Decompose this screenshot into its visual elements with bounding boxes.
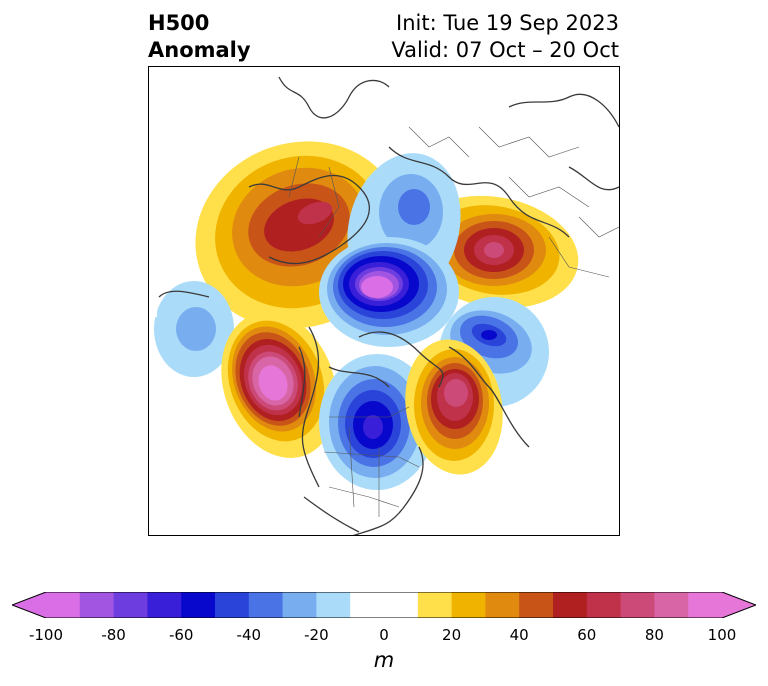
chart-title: H500 Anomaly <box>148 10 251 64</box>
colorbar-bin <box>316 592 351 618</box>
colorbar-bin <box>215 592 250 618</box>
colorbar-bins <box>46 592 723 618</box>
colorbar-bin <box>417 592 453 618</box>
colorbar-units: m <box>373 648 395 672</box>
anomaly-map <box>149 76 619 535</box>
colorbar-tick-label: 0 <box>379 626 389 644</box>
anomaly-nwpacific-negative <box>149 281 234 377</box>
colorbar-ticks: -100 -80 -60 -40 -20 0 20 40 60 80 100 <box>0 626 768 646</box>
colorbar-bin <box>79 592 115 618</box>
colorbar-bin <box>451 592 486 618</box>
forecast-info: Init: Tue 19 Sep 2023 Valid: 07 Oct – 20… <box>391 10 619 64</box>
colorbar <box>12 592 756 618</box>
title-field: Anomaly <box>148 38 251 62</box>
colorbar-tick-label: -60 <box>168 626 194 644</box>
anomaly-arctic-negative <box>319 153 461 347</box>
colorbar-bin <box>350 592 419 618</box>
colorbar-bin <box>620 592 655 618</box>
colorbar-tick-label: -100 <box>28 626 64 644</box>
colorbar-tick-label: -20 <box>304 626 329 644</box>
colorbar-bin <box>485 592 520 618</box>
colorbar-bin <box>147 592 182 618</box>
political-borders <box>288 126 619 517</box>
colorbar-bin <box>46 592 81 618</box>
colorbar-bin <box>654 592 689 618</box>
colorbar-bin <box>688 592 723 618</box>
colorbar-tick-label: -80 <box>101 626 126 644</box>
init-date: Init: Tue 19 Sep 2023 <box>396 11 619 35</box>
colorbar-over-arrow <box>722 592 756 618</box>
colorbar-tick-label: 100 <box>707 626 737 644</box>
colorbar-bin <box>113 592 148 618</box>
title-variable: H500 <box>148 11 210 35</box>
colorbar-tick-label: 60 <box>577 626 597 644</box>
anomaly-canada-negative <box>319 354 435 490</box>
colorbar-under-arrow <box>12 592 46 618</box>
coastlines <box>158 76 619 535</box>
colorbar-bin <box>553 592 588 618</box>
colorbar-tick-label: 80 <box>644 626 664 644</box>
colorbar-bin <box>181 592 216 618</box>
map-panel <box>148 66 620 536</box>
colorbar-bin <box>248 592 284 618</box>
colorbar-tick-label: -40 <box>236 626 262 644</box>
colorbar-bin <box>519 592 554 618</box>
colorbar-bin <box>282 592 317 618</box>
colorbar-tick-label: 40 <box>509 626 529 644</box>
colorbar-tick-label: 20 <box>442 626 462 644</box>
colorbar-bin <box>586 592 622 618</box>
valid-period: Valid: 07 Oct – 20 Oct <box>391 38 619 62</box>
